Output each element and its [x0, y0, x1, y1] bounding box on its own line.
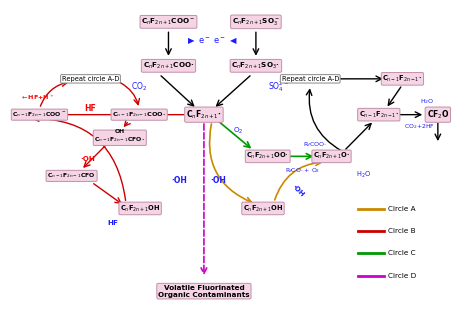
Text: C$_n$F$_{2n+1}$·: C$_n$F$_{2n+1}$· — [186, 109, 222, 121]
Text: C$_n$F$_{2n+1}$COO·: C$_n$F$_{2n+1}$COO· — [143, 61, 194, 71]
Text: C$_{n-1}$F$_{2n-1}$COO·: C$_{n-1}$F$_{2n-1}$COO· — [112, 110, 166, 119]
Text: $\leftarrow$HF+H$^+$: $\leftarrow$HF+H$^+$ — [19, 93, 54, 102]
Text: Volatile Fluorinated
Organic Contaminants: Volatile Fluorinated Organic Contaminant… — [158, 284, 250, 298]
Text: O$_2$: O$_2$ — [233, 126, 244, 136]
Text: H$_2$O: H$_2$O — [420, 97, 435, 106]
Text: Circle C: Circle C — [388, 250, 416, 256]
Text: ·OH: ·OH — [210, 176, 226, 185]
Text: ·OH: ·OH — [172, 176, 187, 185]
Text: R$_f$CO· + O$_2$: R$_f$CO· + O$_2$ — [284, 166, 320, 175]
Text: Circle D: Circle D — [388, 272, 417, 279]
Text: C$_{n-1}$F$_{2n-1}$CFO: C$_{n-1}$F$_{2n-1}$CFO — [47, 171, 96, 180]
Text: e$^-$ $\blacktriangleleft$: e$^-$ $\blacktriangleleft$ — [213, 35, 238, 46]
Text: CF$_2$O: CF$_2$O — [427, 109, 449, 121]
Text: C$_n$F$_{2n+1}$OH: C$_n$F$_{2n+1}$OH — [243, 203, 283, 214]
Text: SO$_4^{2-}$: SO$_4^{2-}$ — [268, 79, 289, 95]
Text: Repeat circle A-D: Repeat circle A-D — [282, 76, 339, 82]
Text: C$_n$F$_{2n+1}$SO$_3$·: C$_n$F$_{2n+1}$SO$_3$· — [231, 61, 280, 71]
Text: $\blacktriangleright$ e$^-$: $\blacktriangleright$ e$^-$ — [186, 35, 211, 46]
Text: HF: HF — [108, 220, 118, 226]
Text: H$_2$O: H$_2$O — [12, 110, 28, 120]
Text: C$_n$F$_{2n+1}$COO$^-$: C$_n$F$_{2n+1}$COO$^-$ — [141, 17, 196, 27]
Text: H$_2$O: H$_2$O — [356, 170, 371, 180]
Text: HF: HF — [85, 104, 96, 113]
Text: C$_n$F$_{2n+1}$O·: C$_n$F$_{2n+1}$O· — [313, 151, 350, 162]
Text: Circle A: Circle A — [388, 206, 416, 212]
Text: Circle B: Circle B — [388, 228, 416, 234]
Text: CO$_2$+2HF: CO$_2$+2HF — [404, 122, 435, 130]
Text: C$_n$F$_{2n+1}$OO·: C$_n$F$_{2n+1}$OO· — [246, 151, 289, 162]
Text: ·OH: ·OH — [290, 184, 305, 198]
Text: CO$_2$: CO$_2$ — [131, 81, 147, 93]
Text: OH
C$_{n-1}$F$_{2n-1}$CFO·: OH C$_{n-1}$F$_{2n-1}$CFO· — [94, 129, 145, 144]
Text: R$_f$COO·: R$_f$COO· — [303, 140, 327, 149]
Text: Repeat circle A-D: Repeat circle A-D — [62, 76, 119, 82]
Text: C$_n$F$_{2n+1}$SO$_3^-$: C$_n$F$_{2n+1}$SO$_3^-$ — [232, 16, 280, 27]
Text: C$_{n-1}$F$_{2n-1}$COO$^-$: C$_{n-1}$F$_{2n-1}$COO$^-$ — [12, 110, 66, 119]
Text: C$_{n-1}$F$_{2n-1}$·: C$_{n-1}$F$_{2n-1}$· — [383, 74, 422, 84]
Text: ·OH: ·OH — [81, 156, 96, 162]
Text: C$_n$F$_{2n+1}$OH: C$_n$F$_{2n+1}$OH — [120, 203, 160, 214]
Text: C$_{n-1}$F$_{2n-1}$·: C$_{n-1}$F$_{2n-1}$· — [359, 110, 399, 120]
